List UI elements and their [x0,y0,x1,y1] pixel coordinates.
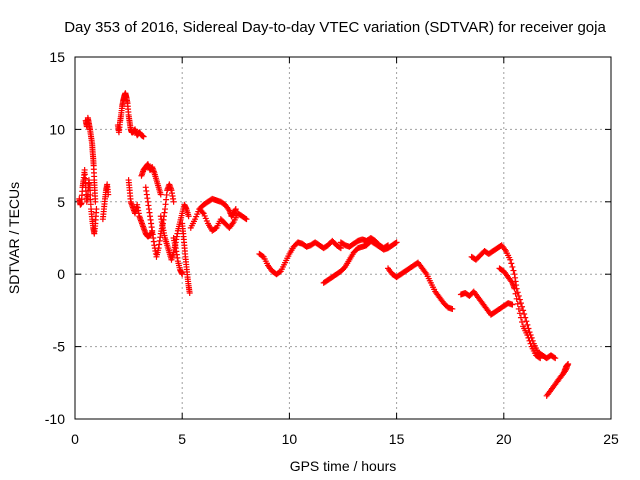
data-series-sdtvar [76,90,572,399]
x-tick-label: 5 [178,431,186,447]
y-tick-label: 10 [49,121,65,137]
data-point [514,300,521,307]
data-point [337,245,344,252]
data-point [157,191,164,198]
data-point [516,310,523,317]
y-tick-label: 5 [57,194,65,210]
plot-frame [74,56,612,420]
data-point [232,206,239,213]
y-axis-label: SDTVAR / TECUs [6,182,22,294]
data-point [523,318,530,325]
x-axis-label: GPS time / hours [290,458,397,474]
data-point [509,263,516,270]
data-point [516,296,523,303]
data-point [179,271,186,278]
x-tick-label: 15 [389,431,405,447]
data-point [510,267,517,274]
data-point [536,354,543,361]
axis-tick-labels: 0 5 10 15 20 25 -10 -5 0 5 10 15 [45,49,619,447]
data-point [199,209,206,216]
data-point [517,300,524,307]
y-tick-label: -5 [53,339,66,355]
data-point [517,314,524,321]
data-point [385,242,392,249]
data-point [524,321,531,328]
data-point [509,301,516,308]
data-point [525,334,532,341]
data-point [93,206,100,213]
data-point [393,239,400,246]
data-point [170,198,177,205]
chart-title: Day 353 of 2016, Sidereal Day-to-day VTE… [64,19,606,36]
data-point [513,295,520,302]
data-point [512,290,519,297]
data-point [554,378,561,385]
data-point [186,290,193,297]
x-tick-label: 10 [282,431,298,447]
data-point [105,191,112,198]
data-point [519,303,526,310]
data-point [336,244,343,251]
data-point [185,213,192,220]
y-tick-label: 15 [49,49,65,65]
data-point [519,318,526,325]
data-point [524,332,531,339]
grid-lines [75,57,611,419]
data-point [449,305,456,312]
y-tick-label: -10 [45,411,65,427]
data-point [527,340,534,347]
data-point [520,307,527,314]
data-point [526,337,533,344]
data-point [507,256,514,263]
data-point [392,240,399,247]
data-point [515,305,522,312]
x-tick-label: 0 [71,431,79,447]
data-point [383,242,390,249]
data-point [242,215,249,222]
data-point [552,355,559,362]
data-point [140,133,147,140]
data-point [551,354,558,361]
data-point [92,198,99,205]
data-point [521,311,528,318]
data-point [537,355,544,362]
y-tick-label: 0 [57,266,65,282]
x-tick-label: 25 [603,431,619,447]
data-point [243,216,250,223]
data-point [511,285,518,292]
x-tick-label: 20 [496,431,512,447]
data-point [508,260,515,267]
